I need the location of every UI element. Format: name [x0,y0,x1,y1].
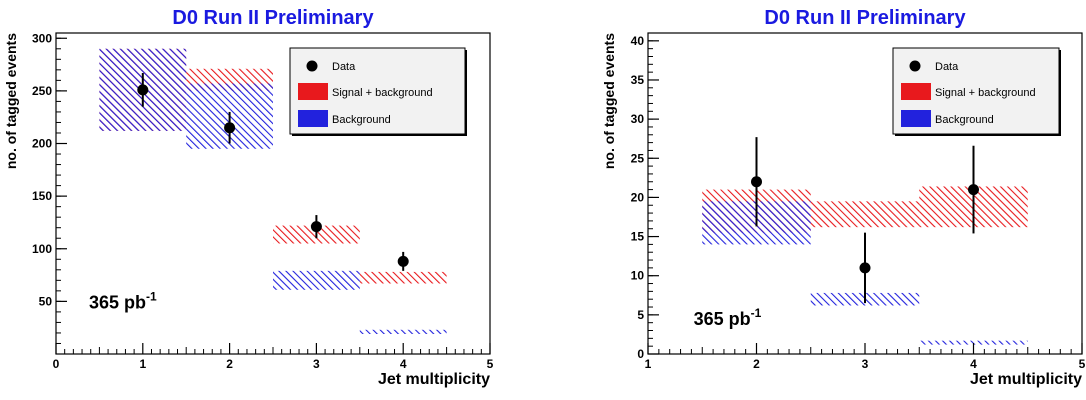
data-point-3 [968,184,979,196]
signal-band-bin-4 [359,271,447,284]
y-tick-label: 100 [32,242,52,256]
background-band-bin-4 [359,329,447,335]
y-tick-label: 50 [39,294,53,308]
y-tick-label: 30 [631,112,645,126]
y-tick-label: 5 [637,308,644,322]
data-point-2 [859,262,871,274]
x-tick-label: 1 [139,357,146,371]
y-tick-label: 25 [631,151,645,165]
y-tick-label: 150 [32,189,52,203]
legend-data-marker [909,60,921,72]
legend-signal-swatch [298,83,328,100]
x-axis-label: Jet multiplicity [970,371,1082,388]
legend-background-label: Background [935,114,994,126]
x-tick-label: 0 [53,357,60,371]
luminosity-label: 365 pb-1 [694,306,762,329]
data-point-4 [397,255,409,267]
x-tick-label: 2 [226,357,233,371]
x-tick-label: 5 [487,357,494,371]
luminosity-value: 365 pb [89,292,146,312]
legend-data-label: Data [332,61,356,73]
luminosity-value: 365 pb [694,309,751,329]
y-tick-label: 250 [32,84,52,98]
x-tick-label: 2 [753,357,760,371]
y-tick-label: 0 [637,347,644,361]
x-tick-label: 3 [313,357,320,371]
data-point-1 [137,84,149,96]
y-axis-label: no. of tagged events [3,33,19,169]
legend: Data Signal + background Background [892,47,1061,136]
legend-background-swatch [298,110,328,127]
y-tick-label: 10 [631,269,645,283]
y-tick-label: 20 [631,190,645,204]
background-band-bin-3 [273,270,360,290]
y-tick-label: 300 [32,31,52,45]
y-tick-label: 15 [631,230,645,244]
x-axis-label: Jet multiplicity [378,371,490,388]
y-axis-label: no. of tagged events [601,33,617,169]
x-tick-label: 1 [645,357,652,371]
x-tick-label: 4 [400,357,407,371]
luminosity-label: 365 pb-1 [89,289,157,312]
legend-signal-swatch [901,83,931,100]
luminosity-exponent: -1 [146,289,157,303]
data-point-1 [751,176,762,188]
legend-signal-label: Signal + background [332,87,433,99]
x-tick-label: 3 [862,357,869,371]
data-point-2 [224,122,236,134]
chart-panel-1: D0 Run II Preliminary 50 100 150 200 250 300 0 1… [3,7,494,388]
x-tick-label: 5 [1079,357,1086,371]
y-tick-label: 40 [631,34,645,48]
background-band-bin-3 [919,340,1028,345]
chart-title: D0 Run II Preliminary [764,7,966,29]
signal-band-bin-2 [810,201,920,228]
x-tick-label: 4 [970,357,977,371]
legend-data-marker [306,60,318,72]
legend-data-label: Data [935,61,959,73]
legend: Data Signal + background Background [289,47,467,136]
legend-background-swatch [901,110,931,127]
legend-signal-label: Signal + background [935,87,1036,99]
luminosity-exponent: -1 [751,306,762,320]
legend-background-label: Background [332,114,391,126]
chart-title: D0 Run II Preliminary [172,7,374,29]
y-tick-label: 35 [631,73,645,87]
data-point-3 [310,221,322,233]
y-tick-label: 200 [32,137,52,151]
